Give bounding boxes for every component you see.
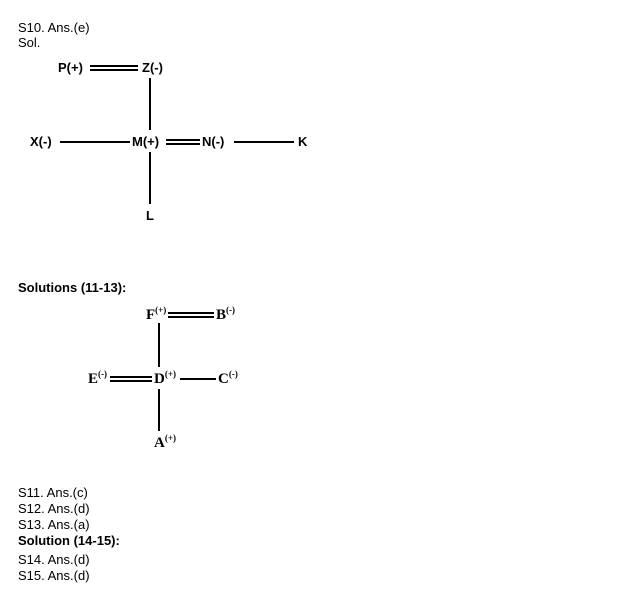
answers-14-15: S14. Ans.(d)S15. Ans.(d) xyxy=(18,552,605,583)
answer-line: S13. Ans.(a) xyxy=(18,517,605,532)
solution-14-15-header: Solution (14-15): xyxy=(18,533,605,548)
answers-11-13: S11. Ans.(c)S12. Ans.(d)S13. Ans.(a) xyxy=(18,485,605,532)
answer-line: S12. Ans.(d) xyxy=(18,501,605,516)
diagram-1-edges xyxy=(18,60,368,240)
d2-node-f: F(+) xyxy=(146,305,166,324)
solutions-11-13-header: Solutions (11-13): xyxy=(18,280,605,295)
d1-node-n: N(-) xyxy=(202,134,224,149)
d1-node-x: X(-) xyxy=(30,134,52,149)
answer-line: S15. Ans.(d) xyxy=(18,568,605,583)
d2-node-c: C(-) xyxy=(218,369,238,388)
d2-node-a: A(+) xyxy=(154,433,176,452)
d1-node-l: L xyxy=(146,208,154,223)
d2-node-b: B(-) xyxy=(216,305,235,324)
d1-node-z: Z(-) xyxy=(142,60,163,75)
d1-node-m: M(+) xyxy=(132,134,159,149)
d2-node-e: E(-) xyxy=(88,369,107,388)
s10-header: S10. Ans.(e) xyxy=(18,20,605,35)
answer-line: S11. Ans.(c) xyxy=(18,485,605,500)
diagram-2: F(+) B(-) E(-) D(+) C(-) A(+) xyxy=(58,305,318,465)
answer-line: S14. Ans.(d) xyxy=(18,552,605,567)
d1-node-k: K xyxy=(298,134,307,149)
d2-node-d: D(+) xyxy=(154,369,176,388)
d1-node-p: P(+) xyxy=(58,60,83,75)
s10-sol-label: Sol. xyxy=(18,35,605,50)
diagram-1: P(+) Z(-) X(-) M(+) N(-) K L xyxy=(18,60,368,240)
